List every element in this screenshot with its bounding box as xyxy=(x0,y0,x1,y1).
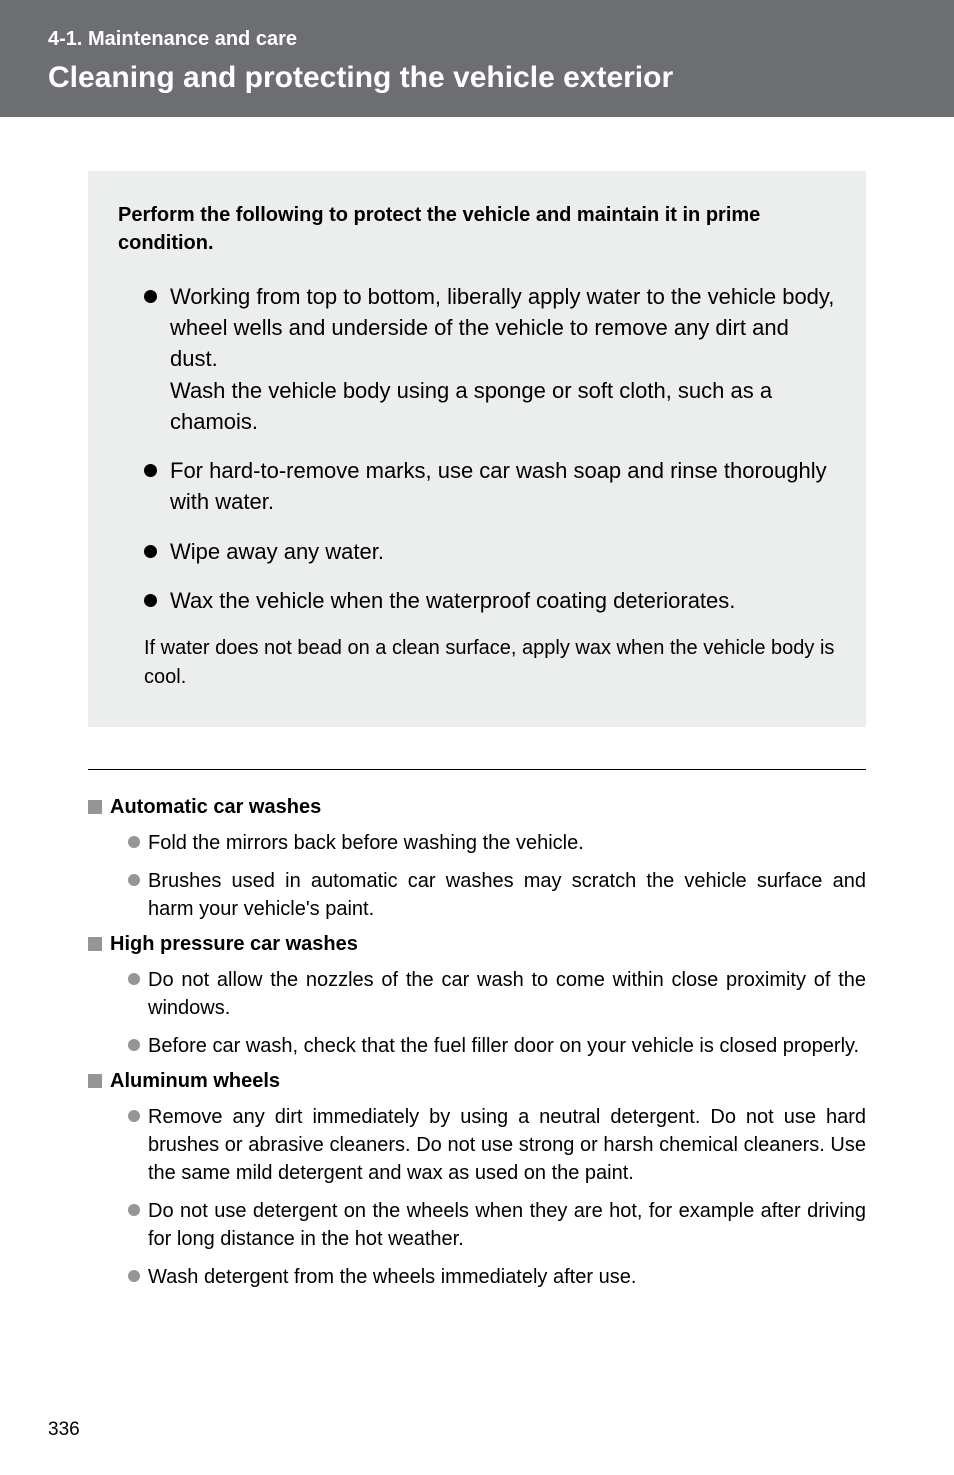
section-label: 4-1. Maintenance and care xyxy=(48,28,954,51)
page-header: 4-1. Maintenance and care Cleaning and p… xyxy=(0,0,954,117)
divider xyxy=(88,769,866,770)
sub-section: Automatic car washes Fold the mirrors ba… xyxy=(88,796,866,923)
intro-bullet: For hard-to-remove marks, use car wash s… xyxy=(144,455,836,517)
intro-bullet: Wax the vehicle when the waterproof coat… xyxy=(144,585,836,616)
list-item: Do not allow the nozzles of the car wash… xyxy=(128,966,866,1022)
list-item: Fold the mirrors back before washing the… xyxy=(128,829,866,857)
bullet-text: Wipe away any water. xyxy=(170,539,384,564)
list-item: Do not use detergent on the wheels when … xyxy=(128,1197,866,1253)
intro-bullet-list: Working from top to bottom, liberally ap… xyxy=(118,281,836,616)
intro-lead: Perform the following to protect the veh… xyxy=(118,201,836,257)
sub-section: High pressure car washes Do not allow th… xyxy=(88,933,866,1060)
intro-box: Perform the following to protect the veh… xyxy=(88,171,866,727)
small-bullet-list: Remove any dirt immediately by using a n… xyxy=(88,1103,866,1291)
bullet-text: Wax the vehicle when the waterproof coat… xyxy=(170,588,735,613)
sub-heading: High pressure car washes xyxy=(88,933,866,956)
small-bullet-list: Fold the mirrors back before washing the… xyxy=(88,829,866,923)
intro-bullet: Wipe away any water. xyxy=(144,536,836,567)
list-item: Remove any dirt immediately by using a n… xyxy=(128,1103,866,1187)
bullet-text: Working from top to bottom, liberally ap… xyxy=(170,284,834,371)
intro-trail: If water does not bead on a clean surfac… xyxy=(118,634,836,691)
list-item: Wash detergent from the wheels immediate… xyxy=(128,1263,866,1291)
list-item: Before car wash, check that the fuel fil… xyxy=(128,1032,866,1060)
sub-heading: Aluminum wheels xyxy=(88,1070,866,1093)
sub-heading: Automatic car washes xyxy=(88,796,866,819)
page-number: 336 xyxy=(48,1419,80,1441)
small-bullet-list: Do not allow the nozzles of the car wash… xyxy=(88,966,866,1060)
list-item: Brushes used in automatic car washes may… xyxy=(128,867,866,923)
page-title: Cleaning and protecting the vehicle exte… xyxy=(48,61,954,95)
intro-bullet: Working from top to bottom, liberally ap… xyxy=(144,281,836,437)
bullet-sub-text: Wash the vehicle body using a sponge or … xyxy=(170,375,836,437)
sub-section: Aluminum wheels Remove any dirt immediat… xyxy=(88,1070,866,1291)
bullet-text: For hard-to-remove marks, use car wash s… xyxy=(170,458,827,514)
content-area: Perform the following to protect the veh… xyxy=(0,171,954,1291)
